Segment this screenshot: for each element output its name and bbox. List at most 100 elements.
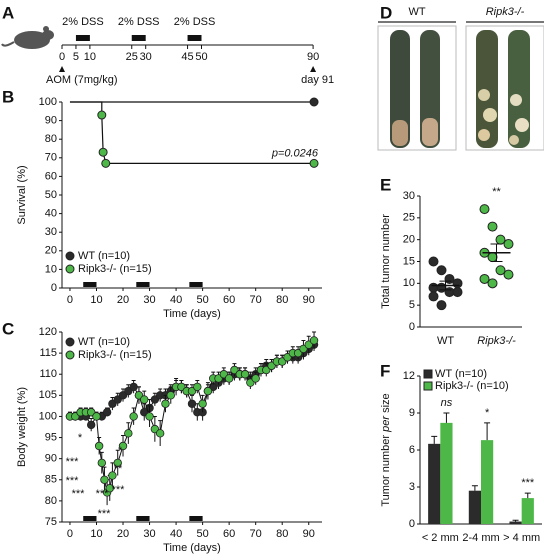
panel-label: E [380,175,391,194]
bar [468,490,481,524]
bar [481,440,494,524]
point [101,158,111,168]
x-tick-label: 90 [303,528,315,540]
y-axis-title: Tumor number per size [380,393,392,506]
dss-bar [83,516,97,521]
dot [487,221,498,232]
bar [521,498,534,524]
significance: *** [66,475,80,487]
point [86,420,96,430]
start-label: AOM (7mg/kg) [46,74,118,86]
y-tick-label: 100 [39,96,57,108]
point [105,484,114,493]
dot [428,291,439,302]
legend-marker [65,251,75,261]
x-tick-label: 20 [117,294,129,306]
dot [487,252,498,263]
point [193,382,202,392]
dss-label: 2% DSS [174,16,216,28]
x-tick-label: 60 [223,294,235,306]
x-tick-label: 20 [117,528,129,540]
x-tick-label: Ripk3-/- [477,335,516,347]
x-tick-label: WT [437,335,454,347]
y-tick-label: 25 [403,212,415,224]
legend-swatch [423,369,433,379]
y-tick-label: 105 [39,389,57,401]
y-tick-label: 80 [45,133,57,145]
point [161,399,170,408]
timeline-tick-label: 50 [195,51,207,63]
y-tick-label: 80 [45,495,57,507]
point [100,475,109,484]
timeline-tick-label: 10 [84,51,96,63]
point [187,399,197,408]
y-axis-title: Total tumor number [380,214,392,309]
y-tick-label: 30 [403,190,415,202]
x-tick-label: > 4 mm [503,532,540,544]
timeline-tick-label: 30 [140,51,152,63]
legend-label: Ripk3-/- (n=15) [78,349,152,361]
point [118,441,128,451]
point [251,374,260,383]
dss-bar [83,282,97,287]
sem-bar [490,243,503,262]
dot [495,265,506,276]
dss-bar [189,282,203,287]
y-tick-label: 60 [45,170,57,182]
x-tick-label: 60 [223,528,235,540]
y-tick-label: 0 [409,518,415,530]
dot [428,256,439,267]
point [129,382,138,392]
point [145,412,154,421]
x-tick-label: 30 [143,294,155,306]
point [94,441,104,451]
significance: * [118,445,123,457]
point [309,97,319,107]
point [309,158,319,168]
y-tick-label: 110 [39,368,57,380]
x-tick-label: 40 [170,294,182,306]
x-tick-label: 2-4 mm [462,532,499,544]
point [140,395,149,404]
dot [495,234,506,245]
y-tick-label: 9 [409,407,415,419]
error-bar [431,435,438,444]
x-tick-label: 0 [67,294,73,306]
panel-label: D [380,3,392,22]
point [309,336,319,345]
annotation: p=0.0246 [271,147,319,159]
arrow [310,66,317,72]
mouse-icon [1,26,54,49]
panel-label: A [2,3,14,22]
y-axis-title-part: Tumor number [380,432,392,507]
timeline-tick-label: 25 [126,51,138,63]
legend-label: WT (n=10) [78,336,130,348]
point [102,408,112,417]
point [108,471,117,480]
panel-label: B [2,87,14,106]
dot [436,300,447,311]
y-axis-title: Survival (%) [16,165,28,224]
y-tick-label: 30 [45,226,57,238]
dot [487,278,498,289]
significance: *** [66,456,80,468]
point [113,458,122,468]
y-tick-label: 85 [45,474,57,486]
dot [479,204,490,215]
y-tick-label: 0 [409,321,415,333]
point [224,374,234,383]
error-bar [524,492,531,499]
y-tick-label: 10 [45,263,57,275]
point [97,458,106,468]
dot [503,269,514,280]
x-tick-label: 70 [250,528,262,540]
timeline-tick-label: 0 [59,51,65,63]
bar [428,443,441,524]
bar [509,521,522,524]
panel-label: C [2,319,14,338]
x-tick-label: 70 [250,294,262,306]
dss-bar [189,516,203,521]
x-tick-label: 50 [196,528,208,540]
point [203,386,213,396]
